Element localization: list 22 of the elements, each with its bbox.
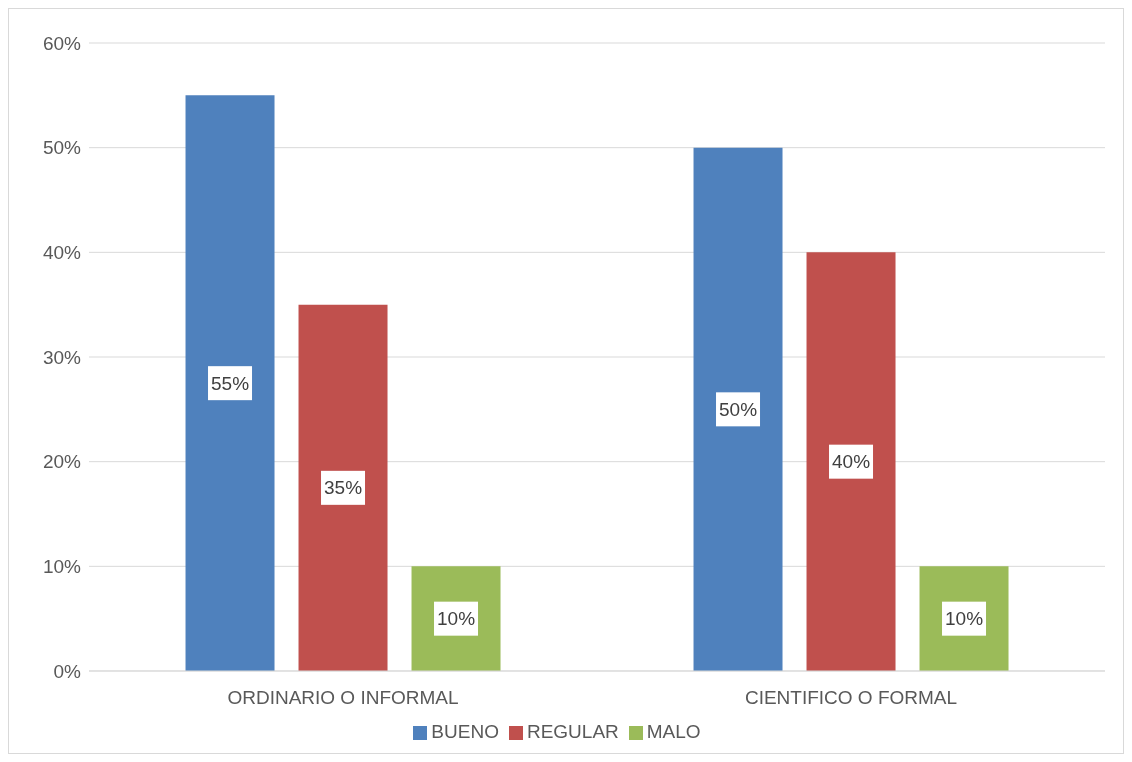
bar [185, 95, 275, 671]
y-tick-label: 30% [42, 346, 82, 368]
bar [298, 304, 388, 671]
data-label: 10% [437, 608, 476, 630]
y-tick-label: 20% [42, 451, 82, 473]
legend-label: REGULAR [526, 721, 619, 742]
data-label: 50% [719, 398, 758, 420]
data-label: 55% [211, 372, 250, 394]
bar [806, 252, 896, 671]
y-tick-label: 0% [53, 660, 82, 682]
y-tick-label: 10% [42, 556, 82, 578]
data-label: 35% [324, 477, 363, 499]
y-tick-label: 60% [42, 32, 82, 54]
data-label: 40% [832, 451, 871, 473]
legend-label: MALO [646, 721, 701, 742]
legend-label: BUENO [431, 721, 499, 742]
y-tick-label: 40% [42, 242, 82, 264]
data-label: 10% [945, 608, 984, 630]
y-tick-label: 50% [42, 137, 82, 159]
bar [693, 147, 783, 671]
x-tick-label: CIENTIFICO O FORMAL [744, 687, 958, 709]
x-tick-label: ORDINARIO O INFORMAL [227, 687, 459, 709]
